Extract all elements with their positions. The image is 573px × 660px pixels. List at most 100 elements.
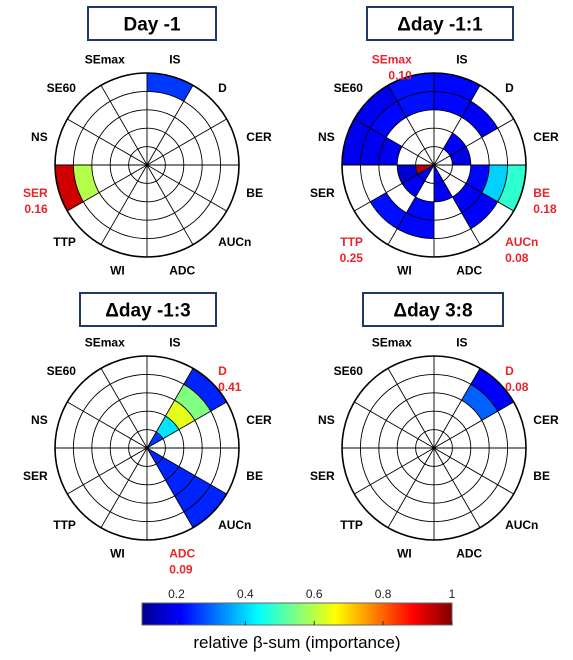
- grid-spoke: [146, 447, 194, 528]
- heat-cell: [397, 212, 434, 239]
- sector-label: WI: [110, 263, 125, 277]
- sector-label: NS: [31, 130, 48, 144]
- sector-label: TTP: [340, 518, 363, 532]
- polar-panel: Δday -1:1 IS D CER BE 0.18 AUCn 0.08 ADC WI TTP 0.2…: [310, 6, 559, 277]
- sector-label: IS: [169, 336, 180, 350]
- heat-cell: [174, 384, 211, 421]
- grid-spoke: [67, 447, 148, 495]
- heat-cell: [470, 368, 514, 412]
- sector-label: SER: [23, 186, 48, 200]
- heat-cell: [360, 128, 387, 165]
- heat-cell: [434, 180, 453, 202]
- importance-value: 0.16: [24, 202, 48, 216]
- importance-value: 0.41: [218, 380, 242, 394]
- panel-title: Δday -1:3: [105, 301, 190, 322]
- grid-spoke: [354, 401, 435, 449]
- sector-label: AUCn: [218, 235, 251, 249]
- heat-cell: [397, 165, 419, 184]
- sector-label: D: [218, 81, 227, 95]
- sector-label: D: [218, 364, 227, 378]
- heat-cell: [370, 192, 407, 229]
- panel-title: Δday -1:1: [397, 15, 483, 36]
- heat-cell: [147, 448, 163, 464]
- panel-title-box: [87, 6, 217, 41]
- panel-title: Δday 3:8: [393, 301, 472, 322]
- grid-spoke: [433, 447, 481, 528]
- grid-spoke: [146, 401, 227, 449]
- colorbar-tick-label: 0.8: [375, 587, 392, 601]
- heat-cell: [147, 432, 163, 448]
- heat-cell: [406, 196, 434, 221]
- sector-label: D: [505, 81, 514, 95]
- sector-label: SE60: [47, 81, 77, 95]
- heat-cell: [418, 165, 434, 181]
- sector-label: TTP: [53, 235, 76, 249]
- heat-cell: [354, 85, 398, 129]
- sector-label: IS: [456, 53, 467, 67]
- colorbar: 0.2 0.4 0.6 0.8 1 relative β-sum (importance…: [141, 587, 456, 652]
- grid-spoke: [354, 447, 435, 495]
- sector-label: NS: [318, 413, 335, 427]
- grid-spoke: [100, 368, 148, 449]
- importance-value: 0.09: [169, 562, 193, 576]
- sector-label: SER: [310, 186, 335, 200]
- polar-panels: Day -1 IS D CER BE AUCn ADC WI TTP SER 0.16 NS SE60 S…: [23, 6, 559, 576]
- sector-label: SEmax: [372, 53, 412, 67]
- heat-cell: [183, 484, 227, 528]
- colorbar-tick-label: 0.2: [168, 587, 185, 601]
- sector-label: ADC: [169, 263, 195, 277]
- heat-cell: [452, 183, 482, 213]
- sector-label: SER: [23, 469, 48, 483]
- grid-spoke: [387, 164, 435, 245]
- heat-cell: [461, 101, 498, 138]
- sector-label: ADC: [169, 546, 195, 560]
- sector-label: SEmax: [85, 336, 125, 350]
- panel-title-box: [79, 292, 217, 327]
- sector-label: WI: [397, 546, 412, 560]
- heat-cell: [183, 368, 227, 412]
- grid-spoke: [433, 85, 481, 166]
- heat-cell: [378, 137, 403, 165]
- sector-label: ADC: [456, 546, 482, 560]
- sector-label: CER: [533, 413, 559, 427]
- grid-spoke: [354, 118, 435, 166]
- sector-label: BE: [533, 469, 550, 483]
- sector-label: SE60: [334, 364, 364, 378]
- importance-value: 0.25: [340, 251, 364, 265]
- sector-label: WI: [397, 263, 412, 277]
- grid-spoke: [387, 368, 435, 449]
- heat-cell: [174, 475, 211, 512]
- heat-cell: [449, 146, 471, 165]
- heat-cell: [156, 416, 179, 439]
- grid-spoke: [387, 85, 435, 166]
- sector-label: NS: [31, 413, 48, 427]
- grid-spoke: [433, 447, 514, 495]
- importance-value: 0.08: [505, 380, 529, 394]
- sector-label: WI: [110, 546, 125, 560]
- colorbar-gradient: [141, 602, 453, 626]
- grid-spoke: [433, 368, 481, 449]
- colorbar-tick-label: 0.4: [237, 587, 254, 601]
- panel-title: Day -1: [123, 15, 180, 36]
- colorbar-tick-label: 1: [449, 587, 456, 601]
- sector-label: BE: [533, 186, 550, 200]
- grid-spoke: [146, 164, 194, 245]
- sector-label: CER: [246, 130, 272, 144]
- sector-label: ADC: [456, 263, 482, 277]
- grid-spoke: [100, 85, 148, 166]
- polar-panel: Δday -1:3 IS D 0.41 CER BE AUCn ADC 0.09 WI TTP SER…: [23, 292, 272, 576]
- heat-cell: [165, 400, 195, 430]
- grid-spoke: [146, 368, 194, 449]
- importance-value: 0.10: [388, 69, 412, 83]
- colorbar-ticks: 0.2 0.4 0.6 0.8 1: [168, 587, 456, 625]
- grid-spoke: [433, 401, 514, 449]
- grid-spoke: [354, 164, 435, 212]
- heat-cell: [402, 174, 425, 197]
- heat-cell: [165, 466, 195, 496]
- grid-spoke: [100, 447, 148, 528]
- sector-label: AUCn: [505, 518, 538, 532]
- heat-cell: [73, 165, 100, 202]
- sector-label: BE: [246, 469, 263, 483]
- sector-label: SE60: [47, 364, 77, 378]
